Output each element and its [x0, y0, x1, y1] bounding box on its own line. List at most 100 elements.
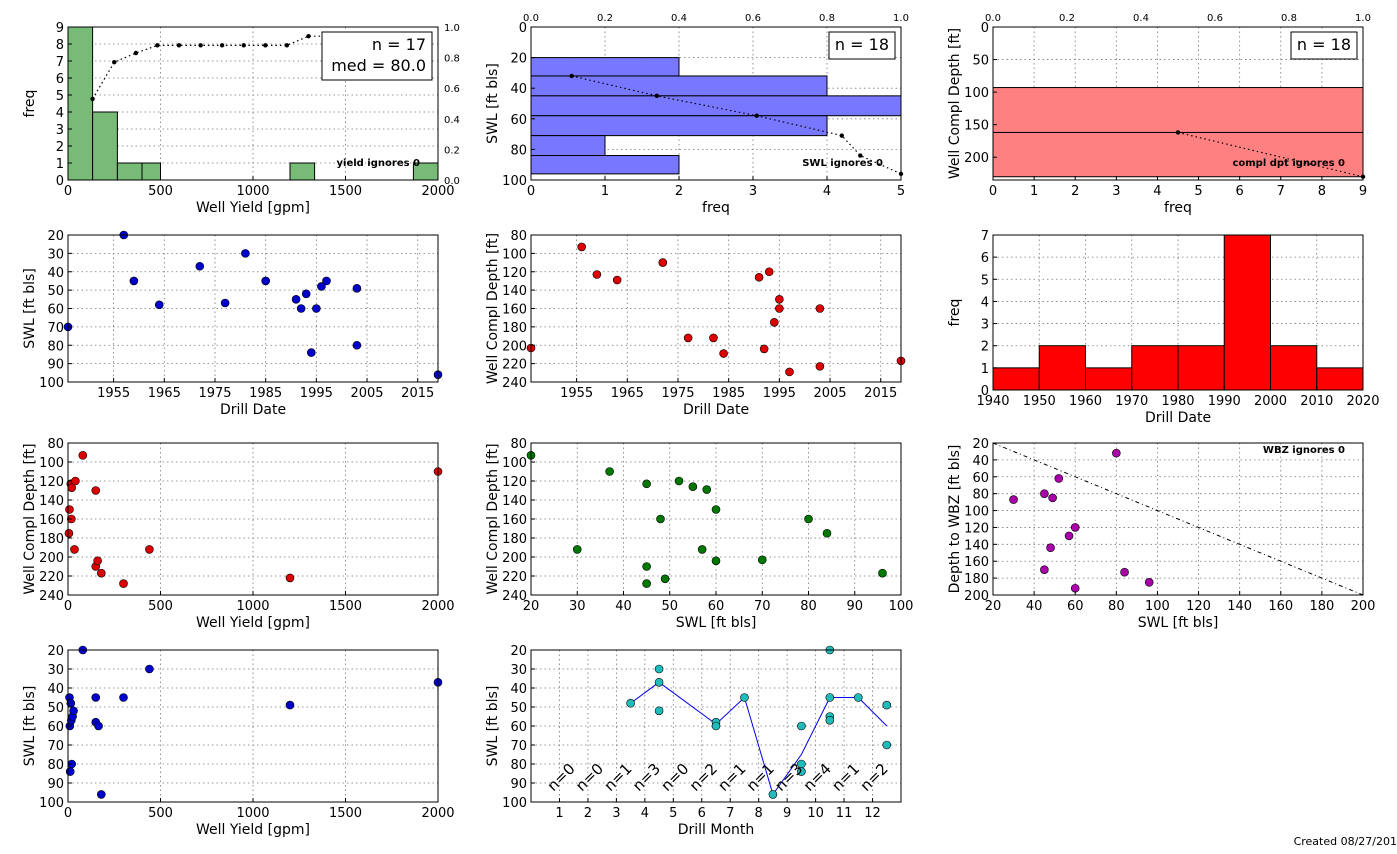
y2-tick-label: 0.4 [444, 115, 460, 126]
data-point [1048, 493, 1057, 503]
data-point [97, 790, 106, 799]
y-tick-label: 240 [39, 589, 64, 604]
data-point [577, 242, 586, 252]
x-tick-label: 7 [1277, 184, 1285, 199]
x-tick-label: 2 [675, 184, 683, 199]
y-tick-label: 120 [964, 521, 989, 536]
x-tick-label: 0 [64, 599, 72, 614]
y-tick-label: 2 [56, 140, 64, 155]
y-tick-label: 20 [47, 229, 64, 244]
data-point [775, 304, 784, 313]
y-tick-label: 30 [47, 247, 64, 262]
y-tick-label: 3 [981, 318, 989, 333]
x-tick-label: 2010 [1300, 394, 1333, 409]
chart-swl-vs-yield: 0 500 1000 1500 2000 20 30 40 50 60 70 80 90 100 Well … [22, 644, 455, 838]
data-point [754, 272, 764, 282]
created-footer: Created 08/27/201 [1293, 835, 1397, 848]
x-tick-label: 0 [989, 184, 997, 199]
plot-frame [530, 26, 902, 181]
y-tick-label: 60 [510, 113, 527, 128]
ignore-note: WBZ ignores 0 [1263, 445, 1345, 456]
y-tick-label: 7 [56, 55, 64, 70]
cdf-point [90, 96, 95, 102]
y-tick-label: 180 [39, 532, 64, 547]
y-tick-label: 20 [510, 52, 527, 67]
cdf-series [569, 73, 904, 177]
data-point [683, 333, 693, 343]
x-tick-label: 40 [1026, 599, 1043, 614]
y-tick-label: 90 [47, 777, 64, 792]
bar [530, 95, 902, 117]
cdf-point [754, 113, 759, 118]
x-tick-label: 500 [148, 806, 173, 821]
ignore-note: yield ignores 0 [337, 158, 421, 169]
bar [530, 135, 606, 157]
data-point [306, 348, 316, 357]
chart-swl-vs-month: n=0n=0n=1n=3n=0n=2n=1n=1n=3n=4n=1n=21 2 3 4… [485, 644, 902, 838]
x-tick-label: 3 [1112, 184, 1120, 199]
x-tick-label: 1990 [1208, 394, 1241, 409]
x-axis-label: Well Yield [gpm] [196, 615, 310, 631]
x-axis-label: Drill Month [678, 822, 755, 838]
y-tick-label: 200 [502, 551, 527, 566]
cdf-point [858, 153, 863, 158]
info-box-text: n = 18 [835, 35, 889, 54]
data-point [719, 349, 728, 358]
data-point [1120, 567, 1129, 577]
data-point [1112, 448, 1121, 458]
y2-tick-label: 1.0 [444, 23, 460, 34]
x-tick-label: 60 [708, 599, 725, 614]
y-tick-label: 90 [510, 777, 527, 792]
chart-date-hist: 1940 1950 1960 1970 1980 1990 2000 2010 2020 0 1 2 3… [947, 229, 1380, 426]
x-tick-label: 2 [1071, 184, 1079, 199]
month-count-label: n=2 [857, 760, 892, 795]
y-tick-label: 200 [39, 551, 64, 566]
y-tick-label: 8 [56, 38, 64, 53]
cdf-point [839, 133, 844, 138]
y-tick-label: 3 [56, 123, 64, 138]
data-point [822, 528, 832, 538]
x-tick-label: 8 [1318, 184, 1326, 199]
y-tick-label: 6 [981, 251, 989, 266]
month-count-label: n=1 [828, 760, 863, 795]
x-axis-label: Drill Date [220, 402, 286, 418]
data-point [642, 562, 651, 571]
x-tick-label: 1950 [1023, 394, 1056, 409]
x-tick-label: 90 [846, 599, 863, 614]
x-tick-label: 1 [1030, 184, 1038, 199]
x-tick-label: 0 [527, 184, 535, 199]
info-box [1290, 31, 1358, 60]
y-axis-label: Well Compl Depth [ft] [485, 443, 501, 594]
data-point [91, 486, 101, 495]
y-axis-label: SWL [ft bls] [22, 686, 38, 767]
data-point [70, 545, 79, 554]
x-axis-label: freq [1164, 200, 1192, 216]
x-tick-label: 4 [1153, 184, 1161, 199]
y-tick-label: 50 [47, 701, 64, 716]
x-tick-label: 5 [897, 184, 905, 199]
y-tick-label: 80 [47, 339, 64, 354]
y-axis-label: freq [947, 299, 963, 327]
y-tick-label: 220 [502, 358, 527, 373]
grid [67, 649, 439, 803]
y-tick-label: 140 [39, 494, 64, 509]
bar [1270, 345, 1318, 391]
cdf-point [1175, 130, 1181, 135]
data-point [709, 333, 718, 343]
y-tick-label: 120 [39, 475, 64, 490]
x-tick-label: 140 [1227, 599, 1252, 614]
data-point [572, 545, 582, 554]
data-point [711, 505, 721, 514]
data-point [291, 295, 301, 304]
x-tick-label: 2000 [1254, 394, 1287, 409]
y-tick-label: 9 [56, 21, 64, 36]
x-tick-label: 1955 [97, 386, 130, 401]
y-tick-label: 100 [39, 456, 64, 471]
info-box-text: n = 18 [1297, 35, 1351, 54]
y-tick-label: 220 [39, 570, 64, 585]
x-tick-label: 100 [889, 599, 914, 614]
y-tick-label: 120 [502, 475, 527, 490]
y-tick-label: 100 [502, 456, 527, 471]
data-point [1040, 565, 1049, 574]
y-tick-label: 100 [39, 376, 64, 391]
